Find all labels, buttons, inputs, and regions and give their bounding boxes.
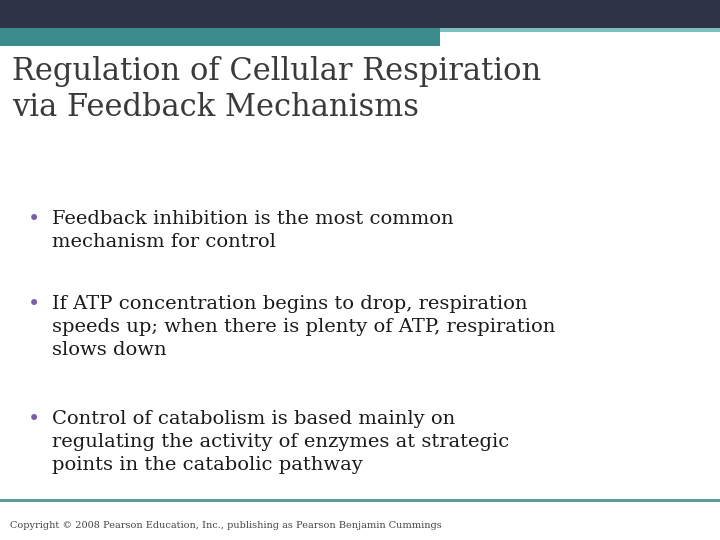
Text: If ATP concentration begins to drop, respiration
speeds up; when there is plenty: If ATP concentration begins to drop, res… <box>52 295 555 359</box>
Text: Control of catabolism is based mainly on
regulating the activity of enzymes at s: Control of catabolism is based mainly on… <box>52 410 509 474</box>
Text: •: • <box>28 210 40 229</box>
Text: Feedback inhibition is the most common
mechanism for control: Feedback inhibition is the most common m… <box>52 210 454 251</box>
Bar <box>0 28 440 46</box>
Text: Copyright © 2008 Pearson Education, Inc., publishing as Pearson Benjamin Cumming: Copyright © 2008 Pearson Education, Inc.… <box>10 521 442 530</box>
Text: •: • <box>28 295 40 314</box>
Bar <box>440 28 720 32</box>
Bar <box>0 499 720 502</box>
Text: •: • <box>28 410 40 429</box>
Bar <box>0 0 720 28</box>
Text: Regulation of Cellular Respiration
via Feedback Mechanisms: Regulation of Cellular Respiration via F… <box>12 56 541 123</box>
